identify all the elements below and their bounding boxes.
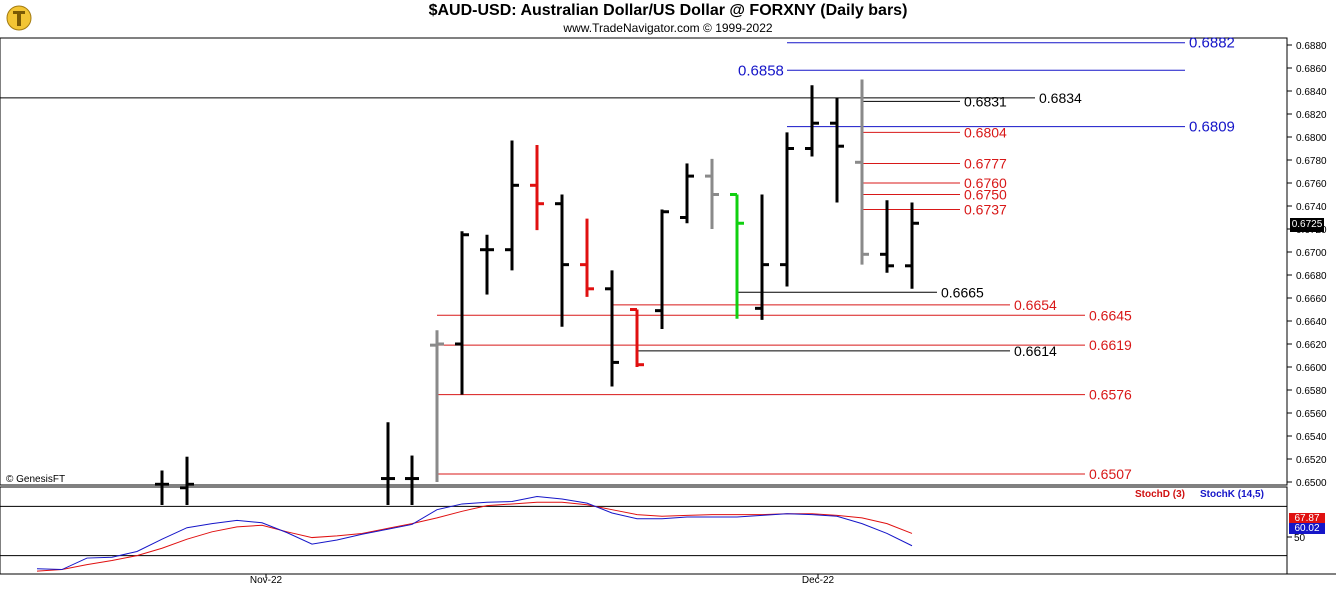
price-panel-border [0, 37, 1288, 486]
price-axis: 0.6880 0.6860 0.6840 0.6820 0.6800 0.6780 0.67… [1287, 41, 1327, 489]
date-tick-label: Dec-22 [802, 575, 835, 586]
copyright-text: © GenesisFT [6, 474, 66, 485]
stoch-d-line [36, 501, 913, 572]
price-tick-label: 0.6840 [1296, 87, 1327, 98]
price-tick-label: 0.6620 [1296, 340, 1327, 351]
stoch-panel-border [0, 486, 1288, 575]
price-tick-label: 0.6760 [1296, 179, 1327, 190]
level-label: 0.6804 [964, 124, 1007, 140]
price-tick-label: 0.6600 [1296, 363, 1327, 374]
stoch-k-legend: StochK (14,5) [1200, 489, 1264, 500]
level-label: 0.6576 [1089, 387, 1132, 403]
level-label: 0.6760 [964, 175, 1007, 191]
stoch-d-value-tag: 67.87 [1289, 513, 1325, 524]
level-label: 0.6737 [964, 201, 1007, 217]
level-label: 0.6507 [1089, 466, 1132, 482]
price-tick-label: 0.6860 [1296, 64, 1327, 75]
chart-header: $AUD-USD: Australian Dollar/US Dollar @ … [0, 0, 1336, 38]
last-price-tag: 0.6725 [1290, 218, 1324, 232]
level-label: 0.6809 [1189, 119, 1235, 136]
level-label: 0.6831 [964, 93, 1007, 109]
chart-title: $AUD-USD: Australian Dollar/US Dollar @ … [428, 2, 908, 19]
ohlc-bars [155, 79, 919, 505]
level-label: 0.6645 [1089, 307, 1132, 323]
level-lines: 0.6882 0.6858 0.6834 0.6831 0.6809 0.6804 0.67… [0, 35, 1235, 482]
stoch-k-line [36, 496, 913, 571]
level-label: 0.6834 [1039, 90, 1082, 106]
stoch-d-legend: StochD (3) [1135, 489, 1185, 500]
price-tick-label: 0.6560 [1296, 409, 1327, 420]
price-tick-label: 0.6800 [1296, 133, 1327, 144]
price-tick-label: 0.6640 [1296, 317, 1327, 328]
date-tick-label: Nov-22 [250, 575, 283, 586]
level-label: 0.6882 [1189, 35, 1235, 52]
level-label: 0.6614 [1014, 343, 1057, 359]
level-label: 0.6777 [964, 155, 1007, 171]
price-tick-label: 0.6780 [1296, 156, 1327, 167]
level-label: 0.6619 [1089, 337, 1132, 353]
price-tick-label: 0.6520 [1296, 455, 1327, 466]
price-tick-label: 0.6660 [1296, 294, 1327, 305]
date-axis: Nov-22 Dec-22 [250, 574, 835, 586]
price-tick-label: 0.6680 [1296, 271, 1327, 282]
level-label: 0.6654 [1014, 297, 1057, 313]
price-tick-label: 0.6580 [1296, 386, 1327, 397]
level-label: 0.6750 [964, 187, 1007, 203]
price-tick-label: 0.6700 [1296, 248, 1327, 259]
level-label: 0.6665 [941, 284, 984, 300]
chart-frame [0, 37, 1336, 575]
tradenavigator-logo-icon [4, 4, 34, 32]
price-tick-label: 0.6540 [1296, 432, 1327, 443]
level-label: 0.6858 [738, 62, 784, 79]
stoch-axis-label: 50 [1294, 533, 1306, 544]
price-tick-label: 0.6500 [1296, 478, 1327, 489]
stochastic-panel: 50 [0, 496, 1306, 572]
chart-subtitle: www.TradeNavigator.com © 1999-2022 [563, 21, 773, 35]
price-tick-label: 0.6880 [1296, 41, 1327, 52]
price-tick-label: 0.6740 [1296, 202, 1327, 213]
stoch-k-value-tag: 60.02 [1289, 523, 1325, 534]
price-tick-label: 0.6820 [1296, 110, 1327, 121]
